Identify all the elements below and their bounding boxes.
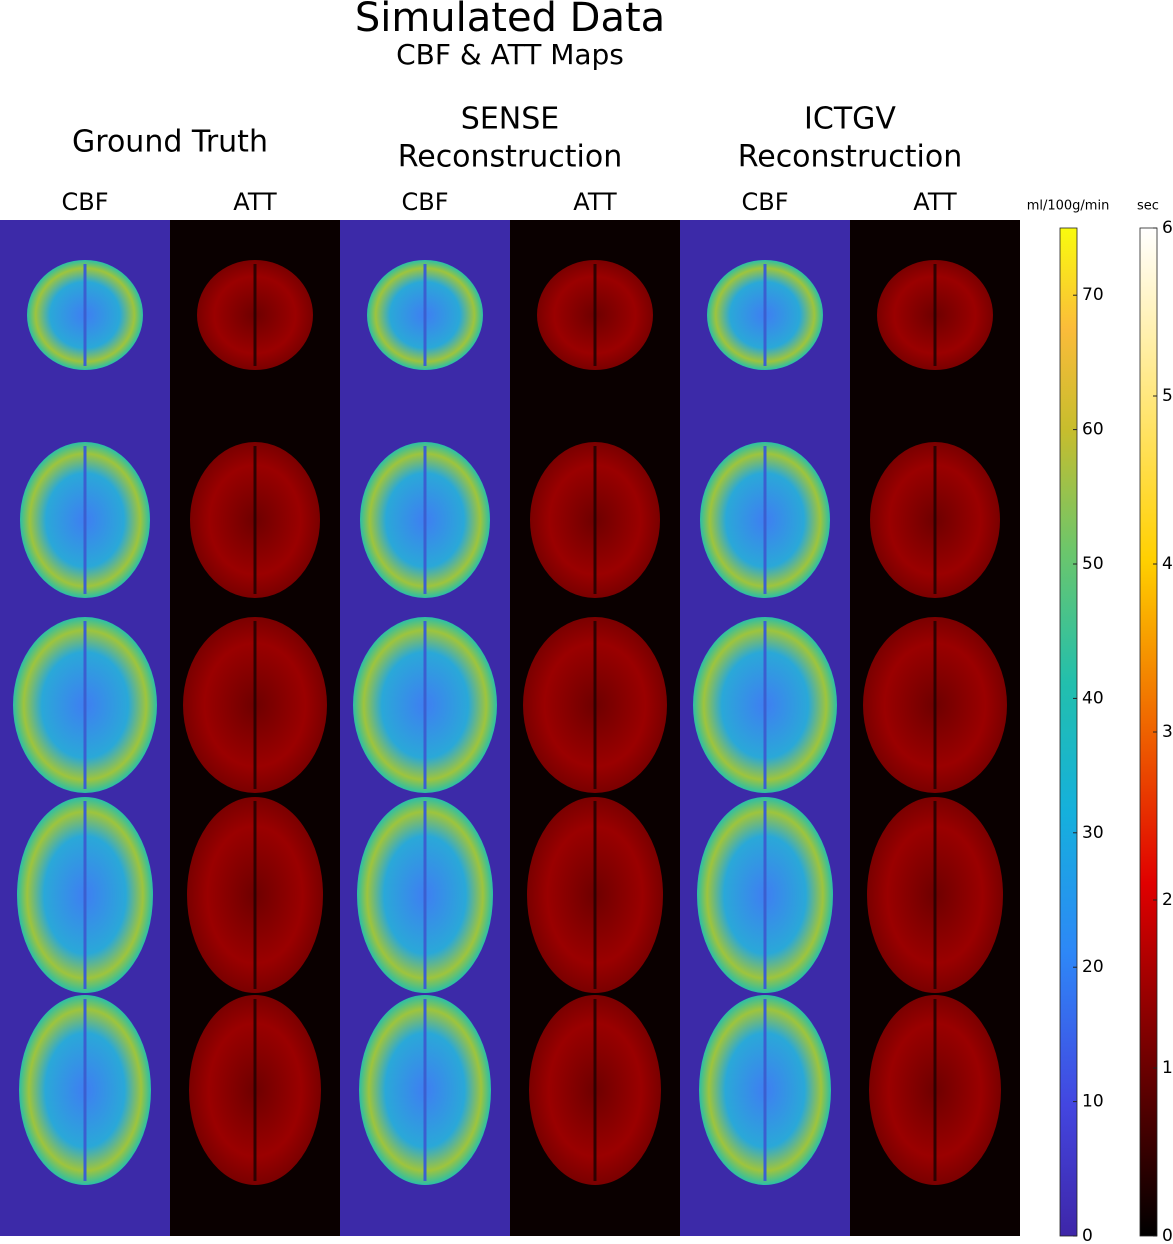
colorbar-tick-label: 0 xyxy=(1162,1226,1173,1244)
group-title: Ground Truth xyxy=(72,125,268,160)
column-label: CBF xyxy=(61,188,108,216)
column-label: ATT xyxy=(913,188,957,216)
colorbar-tick-label: 50 xyxy=(1082,554,1104,574)
group-title: SENSE xyxy=(461,102,559,137)
colorbar-tick-label: 6 xyxy=(1162,218,1173,238)
column-label: CBF xyxy=(401,188,448,216)
colorbar-tick-label: 0 xyxy=(1082,1226,1093,1244)
column-label: ATT xyxy=(573,188,617,216)
colorbar-tick-label: 4 xyxy=(1162,554,1173,574)
column-label: CBF xyxy=(741,188,788,216)
colorbar-tick-label: 60 xyxy=(1082,420,1104,440)
column-label: ATT xyxy=(233,188,277,216)
colorbar-tick-label: 10 xyxy=(1082,1092,1104,1112)
group-title: ICTGV xyxy=(804,102,896,137)
colorbar-label: sec xyxy=(1137,199,1159,214)
colorbar-tick-label: 40 xyxy=(1082,688,1104,708)
colorbar-tick-label: 2 xyxy=(1162,890,1173,910)
group-title: Reconstruction xyxy=(738,140,963,175)
subtitle: CBF & ATT Maps xyxy=(396,38,624,71)
colorbar xyxy=(1059,227,1078,1237)
colorbar-tick-label: 20 xyxy=(1082,957,1104,977)
group-title: Reconstruction xyxy=(398,140,623,175)
colorbar-tick-label: 5 xyxy=(1162,386,1173,406)
colorbar-tick-label: 3 xyxy=(1162,722,1173,742)
colorbar-tick-label: 30 xyxy=(1082,823,1104,843)
title: Simulated Data xyxy=(355,0,665,41)
colorbar-tick-label: 1 xyxy=(1162,1058,1173,1078)
colorbar-label: ml/100g/min xyxy=(1027,199,1110,214)
colorbar-tick-label: 70 xyxy=(1082,285,1104,305)
